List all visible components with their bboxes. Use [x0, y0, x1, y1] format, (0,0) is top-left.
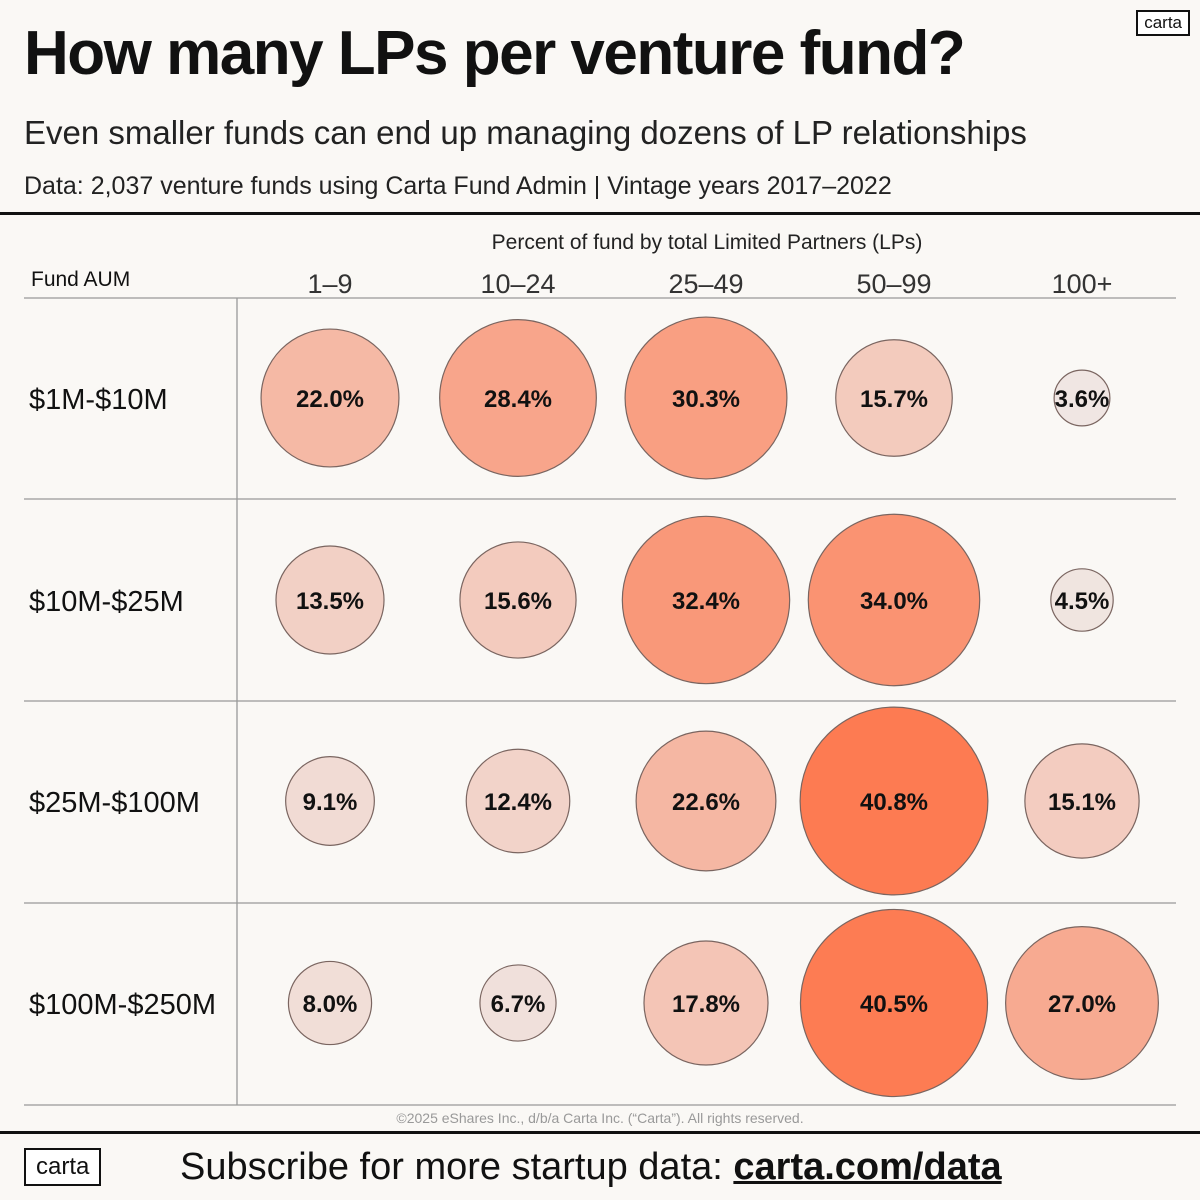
bubble: [1024, 743, 1140, 859]
bubble: [439, 319, 597, 477]
copyright: ©2025 eShares Inc., d/b/a Carta Inc. (“C…: [396, 1110, 804, 1126]
bubble-label: 34.0%: [860, 588, 928, 615]
bubble: [275, 545, 385, 655]
row-label: $10M-$25M: [29, 586, 184, 618]
bubble-label: 3.6%: [1055, 386, 1110, 413]
row-label: $25M-$100M: [29, 787, 200, 819]
subtitle: Even smaller funds can end up managing d…: [24, 114, 1027, 151]
bubble: [635, 730, 777, 872]
carta-logo: carta: [1136, 10, 1190, 36]
column-header: 100+: [1052, 269, 1113, 299]
bubble: [807, 513, 981, 687]
bubble-label: 9.1%: [303, 789, 358, 816]
bubble: [479, 964, 557, 1042]
carta-logo: carta: [24, 1148, 102, 1186]
row-label: $1M-$10M: [29, 384, 168, 416]
bubble: [287, 960, 373, 1046]
column-header: 50–99: [856, 269, 931, 299]
page-title: How many LPs per venture fund?: [24, 19, 966, 88]
column-header: 25–49: [668, 269, 743, 299]
bubble: [643, 940, 769, 1066]
bubble: [799, 706, 989, 896]
data-source: Data: 2,037 venture funds using Carta Fu…: [24, 172, 892, 200]
bubble-label: 15.1%: [1048, 789, 1116, 816]
bubble-label: 4.5%: [1055, 588, 1110, 615]
carta-data-link[interactable]: carta.com/data: [733, 1146, 1002, 1188]
bubble: [459, 541, 577, 659]
column-header: 1–9: [307, 269, 352, 299]
bubble: [465, 748, 571, 854]
bubble: [621, 515, 791, 685]
bubble-label: 40.8%: [860, 789, 928, 816]
bubble-label: 17.8%: [672, 991, 740, 1018]
bubble: [260, 328, 400, 468]
bubble-label: 22.6%: [672, 789, 740, 816]
bubble-label: 15.7%: [860, 386, 928, 413]
bubble: [1053, 369, 1111, 427]
subscribe-cta: Subscribe for more startup data: carta.c…: [180, 1146, 1002, 1189]
bubble-label: 8.0%: [303, 991, 358, 1018]
row-label: $100M-$250M: [29, 989, 216, 1021]
bubble-label: 13.5%: [296, 588, 364, 615]
bubble-label: 12.4%: [484, 789, 552, 816]
bubble-label: 15.6%: [484, 588, 552, 615]
bubble: [1050, 568, 1114, 632]
bubble: [1005, 926, 1159, 1080]
bubble-label: 6.7%: [491, 991, 546, 1018]
cta-text: Subscribe for more startup data:: [180, 1146, 723, 1188]
bubble-label: 22.0%: [296, 386, 364, 413]
divider: [0, 212, 1200, 215]
y-axis-label: Fund AUM: [31, 268, 131, 291]
bubble: [285, 756, 375, 846]
bubble: [624, 316, 788, 480]
bubble-label: 27.0%: [1048, 991, 1116, 1018]
bubble-label: 32.4%: [672, 588, 740, 615]
bubble-label: 30.3%: [672, 386, 740, 413]
bubble-label: 40.5%: [860, 991, 928, 1018]
bubble: [799, 908, 989, 1098]
divider: [0, 1131, 1200, 1134]
column-header: 10–24: [480, 269, 555, 299]
bubble: [835, 339, 953, 457]
bubble-label: 28.4%: [484, 386, 552, 413]
x-axis-label: Percent of fund by total Limited Partner…: [491, 231, 923, 254]
